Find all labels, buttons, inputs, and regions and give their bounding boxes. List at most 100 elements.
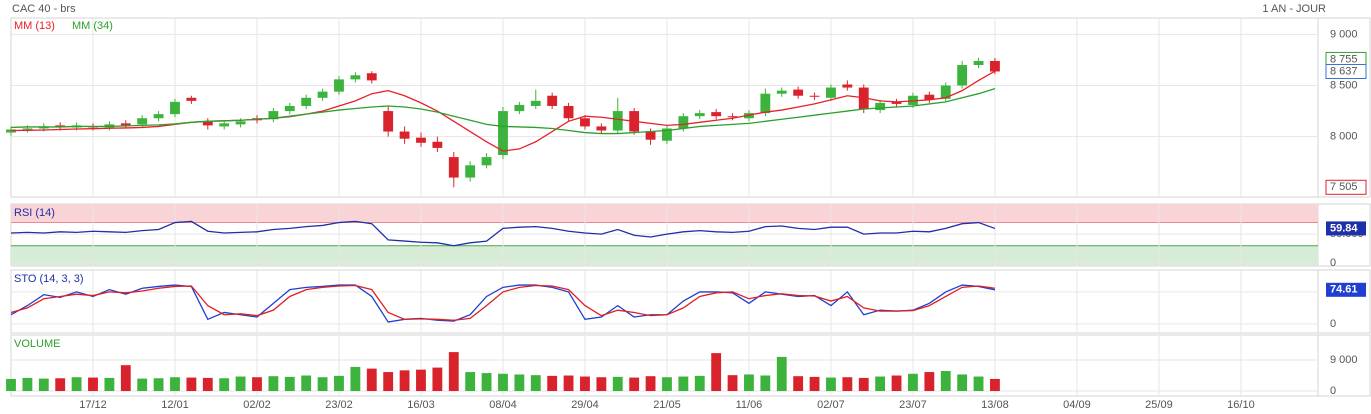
- volume-bar: [875, 376, 886, 392]
- price-box-label: 7 505: [1330, 181, 1358, 193]
- candle-body: [530, 100, 541, 106]
- panel-title: RSI (14): [14, 207, 55, 219]
- volume-bar: [530, 375, 541, 392]
- candle-body: [22, 128, 33, 130]
- candle-body: [760, 93, 771, 114]
- candle-body: [645, 131, 656, 140]
- volume-bar: [842, 377, 853, 392]
- volume-bar: [662, 377, 672, 392]
- candle-body: [202, 121, 213, 126]
- volume-bar: [990, 378, 1000, 392]
- candle-body: [334, 79, 344, 92]
- volume-bar: [826, 377, 836, 392]
- candle-body: [498, 111, 508, 156]
- candle-body: [842, 84, 853, 88]
- x-tick-label: 08/04: [489, 399, 517, 411]
- candle-body: [580, 118, 590, 127]
- volume-bar: [55, 378, 66, 392]
- volume-bar: [153, 378, 164, 392]
- candle-body: [153, 114, 164, 119]
- x-tick-label: 25/09: [1145, 399, 1173, 411]
- volume-bar: [120, 365, 131, 392]
- candle-body: [235, 121, 246, 125]
- candle-body: [317, 91, 328, 98]
- y-tick-label: 9 000: [1330, 354, 1358, 366]
- candle-body: [481, 157, 492, 166]
- y-tick-label: 8 500: [1330, 79, 1358, 91]
- candle-body: [612, 111, 623, 131]
- candle-body: [563, 105, 574, 119]
- volume-bar: [235, 376, 246, 392]
- candle-body: [891, 101, 902, 104]
- volume-bar: [727, 375, 738, 392]
- candle-body: [826, 87, 836, 98]
- volume-bar: [38, 378, 49, 392]
- volume-bar: [252, 377, 262, 392]
- x-tick-label: 02/07: [817, 399, 845, 411]
- candle-body: [448, 157, 459, 178]
- volume-bar: [973, 376, 984, 392]
- volume-bar: [514, 374, 525, 392]
- candle-body: [940, 85, 951, 99]
- volume-bar: [448, 352, 459, 392]
- volume-bar: [71, 377, 82, 392]
- candle-body: [547, 95, 558, 106]
- candle-body: [875, 102, 886, 111]
- volume-bar: [366, 368, 377, 392]
- volume-bar: [678, 376, 689, 392]
- price-box: [1325, 179, 1367, 195]
- price-box-label: 8 755: [1330, 53, 1358, 65]
- volume-bar: [596, 377, 607, 392]
- volume-bar: [284, 376, 295, 392]
- candle-body: [596, 126, 607, 131]
- candle-body: [678, 116, 689, 129]
- candle-body: [268, 111, 279, 120]
- volume-bar: [612, 376, 623, 392]
- series-line: [10, 284, 996, 323]
- volume-bar: [317, 377, 328, 392]
- panel-title: STO (14, 3, 3): [14, 273, 84, 285]
- x-tick-label: 12/01: [161, 399, 189, 411]
- volume-bar: [793, 376, 804, 392]
- volume-bar: [547, 375, 558, 392]
- volume-bar: [760, 375, 771, 392]
- candle-body: [219, 123, 230, 127]
- volume-bar: [104, 377, 115, 392]
- volume-bar: [334, 375, 344, 392]
- volume-bar: [383, 372, 394, 392]
- volume-bar: [186, 377, 197, 392]
- volume-bar: [809, 376, 820, 392]
- candle-body: [694, 113, 705, 117]
- volume-bar: [563, 375, 574, 392]
- last-value-box: [1326, 282, 1366, 297]
- x-tick-label: 16/10: [1227, 399, 1255, 411]
- x-tick-label: 23/07: [899, 399, 927, 411]
- volume-bar: [399, 370, 410, 392]
- volume-bar: [694, 375, 705, 392]
- candle-body: [662, 128, 672, 141]
- period-label: 1 AN - JOUR: [1262, 3, 1326, 15]
- volume-bar: [88, 377, 98, 392]
- x-tick-label: 02/02: [243, 399, 271, 411]
- y-tick-label: 9 000: [1330, 28, 1358, 40]
- candle-body: [137, 118, 148, 125]
- x-tick-label: 11/06: [736, 399, 763, 411]
- volume-bar: [202, 377, 213, 392]
- x-tick-label: 13/08: [981, 399, 1009, 411]
- volume-bar: [940, 371, 951, 392]
- candle-body: [350, 75, 361, 80]
- candle-body: [465, 165, 476, 178]
- volume-bar: [350, 366, 361, 392]
- candle-body: [990, 60, 1000, 72]
- x-tick-label: 17/12: [79, 399, 107, 411]
- candle-body: [301, 97, 312, 106]
- x-tick-label: 04/09: [1063, 399, 1091, 411]
- series-line: [10, 220, 996, 247]
- volume-bar: [416, 369, 426, 392]
- volume-bar: [137, 378, 148, 392]
- x-tick-label: 16/03: [407, 399, 435, 411]
- volume-bar: [744, 374, 754, 392]
- candle-body: [284, 105, 295, 112]
- price-box-label: 8 637: [1330, 65, 1358, 77]
